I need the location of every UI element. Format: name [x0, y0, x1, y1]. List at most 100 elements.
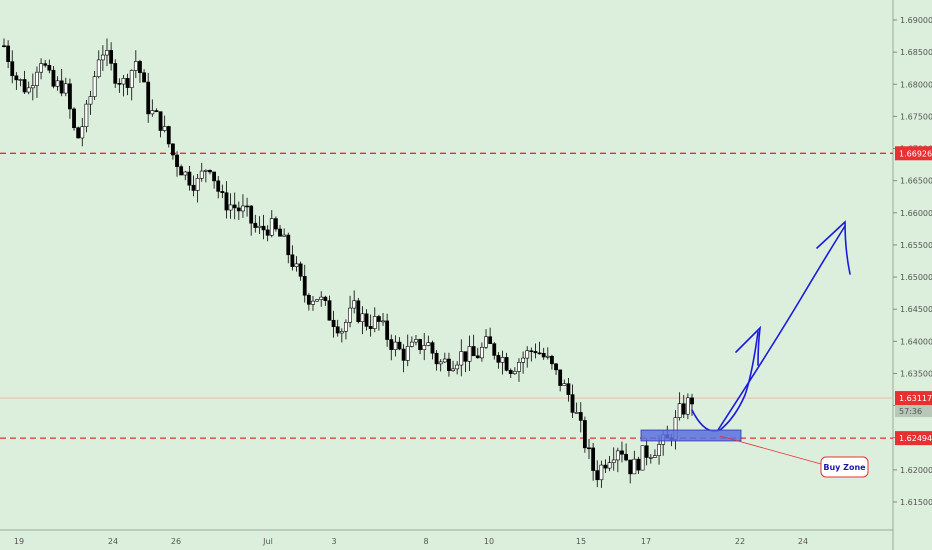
candle-body — [393, 341, 398, 350]
candle-body — [636, 458, 641, 471]
candle-body — [599, 464, 604, 481]
candle-body — [492, 343, 497, 356]
candle-body — [236, 207, 241, 212]
candle-body — [496, 355, 501, 363]
candle-body — [500, 357, 505, 363]
candle-body — [96, 59, 101, 77]
countdown-value: 57:36 — [899, 407, 922, 416]
candle-body — [133, 61, 138, 71]
candle-body — [274, 218, 278, 230]
candle-body — [582, 420, 587, 449]
candle-body — [88, 96, 93, 105]
horizontal-levels: 1.66926 1.62494 1.63117 57:36 — [0, 146, 932, 446]
candle-body — [632, 458, 637, 475]
candle-body — [438, 361, 443, 365]
candle-body — [142, 72, 146, 83]
price-tick-label: 1.66500 — [900, 177, 932, 186]
resistance-price-tag — [895, 146, 932, 161]
candle-body — [109, 50, 114, 64]
candle-body — [517, 362, 521, 372]
candle-body — [620, 450, 624, 455]
time-tick-label: 24 — [798, 537, 808, 546]
candle-body — [39, 63, 43, 73]
candle-body — [574, 412, 579, 414]
candle-body — [290, 254, 295, 267]
candle-body — [471, 346, 476, 357]
candle-body — [245, 205, 249, 208]
candle-body — [368, 326, 373, 329]
candle-body — [344, 321, 348, 332]
candle-body — [18, 79, 23, 81]
candle-body — [595, 470, 600, 481]
candle-body — [603, 464, 608, 469]
time-tick-label: 15 — [576, 537, 586, 546]
candle-body — [558, 369, 563, 386]
candle-body — [121, 78, 126, 85]
candle-body — [195, 178, 200, 191]
candle-body — [587, 447, 591, 450]
candle-body — [72, 108, 76, 129]
candle-body — [253, 222, 258, 228]
candle-body — [455, 364, 460, 370]
candle-body — [525, 350, 530, 359]
candle-body — [2, 45, 6, 48]
candle-body — [212, 171, 217, 182]
candle-body — [591, 447, 596, 471]
candle-body — [232, 204, 237, 209]
candle-body — [261, 225, 266, 231]
candle-body — [187, 171, 192, 186]
candle-body — [434, 352, 439, 365]
countdown-tag — [895, 405, 932, 418]
candle-body — [508, 370, 513, 374]
candle-body — [578, 412, 583, 421]
candle-body — [447, 358, 451, 371]
candle-body — [554, 363, 558, 371]
candle-body — [220, 191, 225, 193]
candle-body — [628, 459, 633, 475]
price-tick-label: 1.65500 — [900, 241, 932, 250]
price-tick-label: 1.63500 — [900, 369, 932, 378]
candle-body — [84, 103, 89, 127]
candle-body — [550, 355, 554, 365]
candle-body — [6, 45, 11, 62]
candle-body — [92, 76, 97, 97]
candle-body — [484, 336, 488, 348]
buy-zone-rect — [640, 429, 742, 442]
candle-body — [22, 79, 27, 93]
time-tick-label: 22 — [735, 537, 745, 546]
candle-body — [302, 276, 307, 296]
candle-body — [55, 80, 60, 87]
resistance-price-value: 1.66926 — [899, 149, 932, 158]
candle-body — [409, 341, 414, 347]
price-tick-label: 1.66000 — [900, 209, 932, 218]
arrow-head-short — [735, 325, 762, 366]
candle-body — [479, 346, 484, 359]
candle-body — [216, 180, 221, 192]
candle-body — [26, 87, 31, 93]
buy-zone-annotation: Buy Zone — [640, 429, 869, 478]
price-tick-label: 1.64000 — [900, 337, 932, 346]
candle-body — [690, 397, 694, 405]
time-tick-label: Jul — [262, 537, 273, 546]
candle-body — [335, 326, 340, 334]
candle-body — [146, 81, 151, 115]
candle-body — [611, 459, 616, 463]
candle-body — [68, 83, 72, 110]
candle-body — [607, 462, 612, 469]
candle-body — [298, 263, 303, 277]
candle-body — [562, 383, 567, 386]
candle-body — [459, 351, 464, 366]
candle-body — [113, 63, 118, 84]
candle-body — [640, 445, 645, 471]
candle-body — [405, 346, 410, 361]
price-tick-label: 1.64500 — [900, 305, 932, 314]
candle-body — [319, 296, 324, 300]
candle-body — [677, 403, 682, 418]
projection-arrow-long — [717, 225, 846, 431]
time-axis[interactable]: 19 24 26 Jul 3 8 10 15 17 22 24 — [14, 537, 808, 546]
candle-body — [14, 75, 19, 81]
candlestick-series — [2, 38, 694, 488]
candle-body — [100, 54, 105, 61]
